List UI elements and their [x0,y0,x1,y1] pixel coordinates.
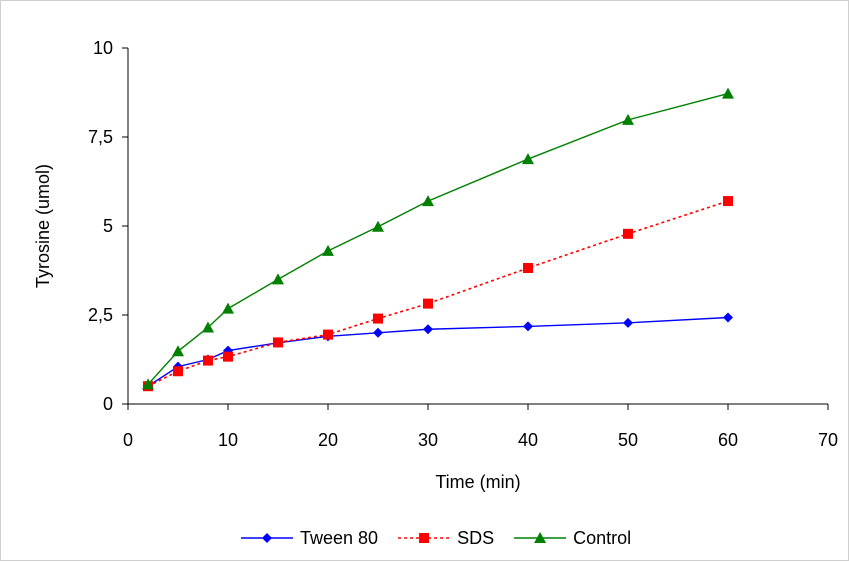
control-triangle-marker [722,87,734,99]
sds-square-marker [203,355,213,366]
sds-square-marker [723,196,733,207]
tween-80-diamond-marker [373,327,383,338]
series-control [142,87,734,390]
x-tick-label: 10 [218,430,238,450]
control-triangle-marker [422,195,434,207]
control-line [147,92,729,385]
y-tick-label: 5 [103,216,113,236]
legend-item-control: Control [514,528,631,548]
sds-square-marker [423,298,433,309]
ticks: 0 2,5 5 7,5 10 0 10 20 30 40 50 60 70 [88,38,838,450]
legend-item-sds: SDS [398,528,494,548]
series [142,87,734,392]
y-tick-label: 7,5 [88,127,113,147]
legend-label: Tween 80 [300,528,378,548]
control-triangle-marker [622,113,634,125]
sds-square-marker [523,263,533,274]
tween-80-line [147,316,729,387]
tween-80-diamond-marker [523,321,533,332]
legend-item-tween-80: Tween 80 [241,528,378,548]
sds-square-marker [623,228,633,239]
control-triangle-marker [522,153,534,165]
y-tick-label: 2,5 [88,305,113,325]
control-triangle-marker [222,302,234,314]
x-tick-label: 70 [818,430,838,450]
tween-80-diamond-marker [423,324,433,335]
legend-label: SDS [457,528,494,548]
tween-80-diamond-marker [623,317,633,328]
legend-control-triangle-marker [534,532,547,543]
y-tick-label: 0 [103,394,113,414]
control-triangle-marker [172,345,184,357]
legend-tween-80-diamond-marker [262,533,272,543]
legend-label: Control [573,528,631,548]
series-sds [143,196,733,392]
sds-square-marker [323,329,333,340]
x-tick-label: 20 [318,430,338,450]
x-tick-label: 60 [718,430,738,450]
y-axis-title: Tyrosine (umol) [33,164,53,288]
y-tick-label: 10 [93,38,113,58]
control-triangle-marker [322,244,334,256]
sds-square-marker [173,366,183,377]
x-axis-title: Time (min) [435,472,520,492]
control-triangle-marker [272,273,284,285]
control-triangle-marker [202,321,214,333]
x-tick-label: 30 [418,430,438,450]
x-tick-label: 50 [618,430,638,450]
tween-80-diamond-marker [723,312,733,323]
sds-line [147,200,729,387]
x-tick-label: 40 [518,430,538,450]
legend: Tween 80 SDS Control [241,528,631,548]
sds-square-marker [223,351,233,362]
x-tick-label: 0 [123,430,133,450]
legend-sds-square-marker [419,533,430,543]
sds-square-marker [273,337,283,348]
control-triangle-marker [142,378,154,390]
control-triangle-marker [372,220,384,232]
sds-square-marker [373,313,383,324]
